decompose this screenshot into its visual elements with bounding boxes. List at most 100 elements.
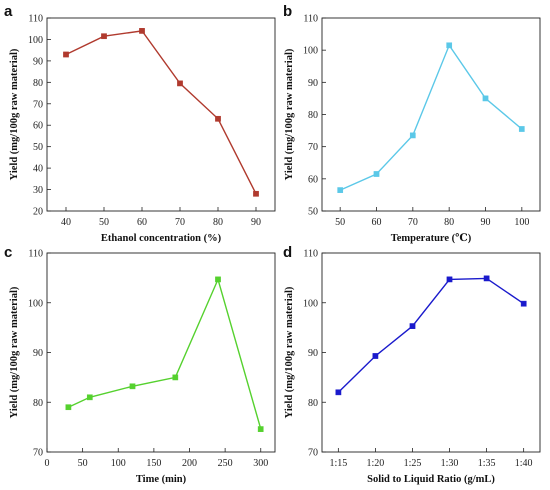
series-line: [65, 30, 257, 195]
x-tick-label: 100: [514, 217, 529, 228]
data-point: [177, 80, 183, 87]
data-point: [409, 323, 416, 329]
data-point: [253, 190, 259, 197]
x-tick-label: 250: [218, 458, 233, 469]
plot-frame: [321, 17, 541, 212]
x-tick-label: 0: [45, 458, 50, 469]
x-tick-label: 70: [175, 217, 185, 228]
y-axis-label: Yield (mg/100g raw material): [284, 48, 295, 180]
x-tick-label: 40: [61, 217, 71, 228]
data-point: [446, 276, 453, 283]
y-tick-label: 110: [28, 14, 43, 25]
y-tick-label: 80: [33, 398, 43, 409]
y-tick-label: 30: [33, 185, 43, 196]
y-tick-label: 90: [308, 78, 318, 89]
panel-letter: c: [4, 244, 12, 261]
data-point: [409, 132, 416, 139]
x-tick-label: 150: [146, 458, 161, 469]
x-tick-label: 70: [408, 217, 418, 228]
y-tick-label: 70: [33, 448, 43, 459]
x-axis-label: Solid to Liquid Ratio (g/mL): [367, 474, 495, 485]
y-tick-label: 90: [308, 348, 318, 359]
plot-frame: [321, 252, 541, 453]
y-tick-label: 20: [33, 207, 43, 218]
x-tick-label: 100: [111, 458, 126, 469]
y-tick-label: 90: [33, 56, 43, 67]
x-tick-label: 200: [182, 458, 197, 469]
data-point: [63, 51, 69, 58]
y-tick-label: 40: [33, 164, 43, 175]
series-line: [337, 277, 525, 393]
y-tick-label: 80: [33, 78, 43, 89]
data-point: [520, 300, 527, 307]
series-line: [339, 43, 523, 191]
x-tick-label: 60: [372, 217, 382, 228]
panel-b-temperature-chart: b 50 60 70 80 90 100 110 50 60 70 80 90 100 Temperatur…: [283, 3, 541, 244]
x-tick-label: 50: [78, 458, 88, 469]
x-tick-label: 80: [213, 217, 223, 228]
x-axis-label: Time (min): [136, 474, 187, 485]
data-point: [446, 42, 453, 49]
panel-letter: d: [283, 244, 292, 261]
data-point: [215, 115, 221, 122]
data-point: [372, 353, 379, 359]
data-point: [482, 95, 489, 102]
y-axis-label: Yield (mg/100g raw material): [9, 48, 20, 180]
x-tick-label: 1:25: [404, 458, 422, 469]
panel-c-time-chart: c 70 80 90 100 110 0 50 100 150 200 250 300 Time (min…: [4, 244, 276, 485]
y-axis-label: Yield (mg/100g raw material): [9, 286, 20, 418]
y-tick-label: 100: [28, 298, 43, 309]
data-point: [335, 389, 342, 396]
x-axis-label: Temperature (℃): [391, 233, 472, 244]
y-tick-label: 90: [33, 348, 43, 359]
plot-frame: [46, 17, 276, 212]
y-tick-label: 110: [28, 249, 43, 260]
x-tick-label: 60: [137, 217, 147, 228]
y-tick-label: 60: [33, 121, 43, 132]
data-point: [86, 394, 93, 401]
panel-d-ratio-chart: d 70 80 90 100 110 1:15 1:20 1:25 1:30 1:35 1:40 Sol…: [283, 244, 541, 485]
y-tick-label: 100: [28, 35, 43, 46]
x-tick-label: 90: [251, 217, 261, 228]
x-tick-label: 1:40: [515, 458, 533, 469]
x-tick-label: 1:30: [441, 458, 459, 469]
x-tick-label: 300: [253, 458, 268, 469]
y-tick-label: 100: [303, 298, 318, 309]
x-tick-label: 1:20: [367, 458, 385, 469]
x-tick-label: 1:35: [478, 458, 496, 469]
series-line: [68, 277, 262, 430]
data-point: [337, 187, 344, 193]
panel-letter: b: [283, 3, 292, 20]
data-point: [139, 28, 145, 34]
data-point: [172, 374, 179, 381]
data-point: [373, 171, 380, 177]
y-tick-label: 70: [308, 142, 318, 153]
x-tick-label: 90: [481, 217, 491, 228]
data-point: [101, 33, 107, 40]
data-point: [257, 426, 264, 432]
data-point: [483, 275, 490, 282]
data-point: [129, 383, 136, 390]
x-tick-label: 50: [99, 217, 109, 228]
y-tick-label: 110: [303, 249, 318, 260]
y-tick-label: 50: [33, 142, 43, 153]
y-tick-label: 110: [303, 14, 318, 25]
y-tick-label: 70: [33, 99, 43, 110]
panel-a-ethanol-chart: a 20 30 40 50 60 70 80 90 100 110 40 50 60 70 80 90 Ethan…: [4, 3, 276, 244]
data-point: [215, 276, 221, 283]
y-tick-label: 80: [308, 110, 318, 121]
y-tick-label: 70: [308, 448, 318, 459]
y-tick-label: 60: [308, 174, 318, 185]
x-tick-label: 50: [335, 217, 345, 228]
data-point: [518, 126, 525, 132]
x-tick-label: 80: [444, 217, 454, 228]
x-tick-label: 1:15: [329, 458, 347, 469]
panel-letter: a: [4, 3, 13, 20]
x-axis-label: Ethanol concentration (%): [101, 233, 222, 244]
plot-frame: [46, 252, 276, 453]
y-axis-label: Yield (mg/100g raw material): [284, 286, 295, 418]
y-tick-label: 80: [308, 398, 318, 409]
data-point: [65, 404, 72, 411]
y-tick-label: 100: [303, 46, 318, 57]
